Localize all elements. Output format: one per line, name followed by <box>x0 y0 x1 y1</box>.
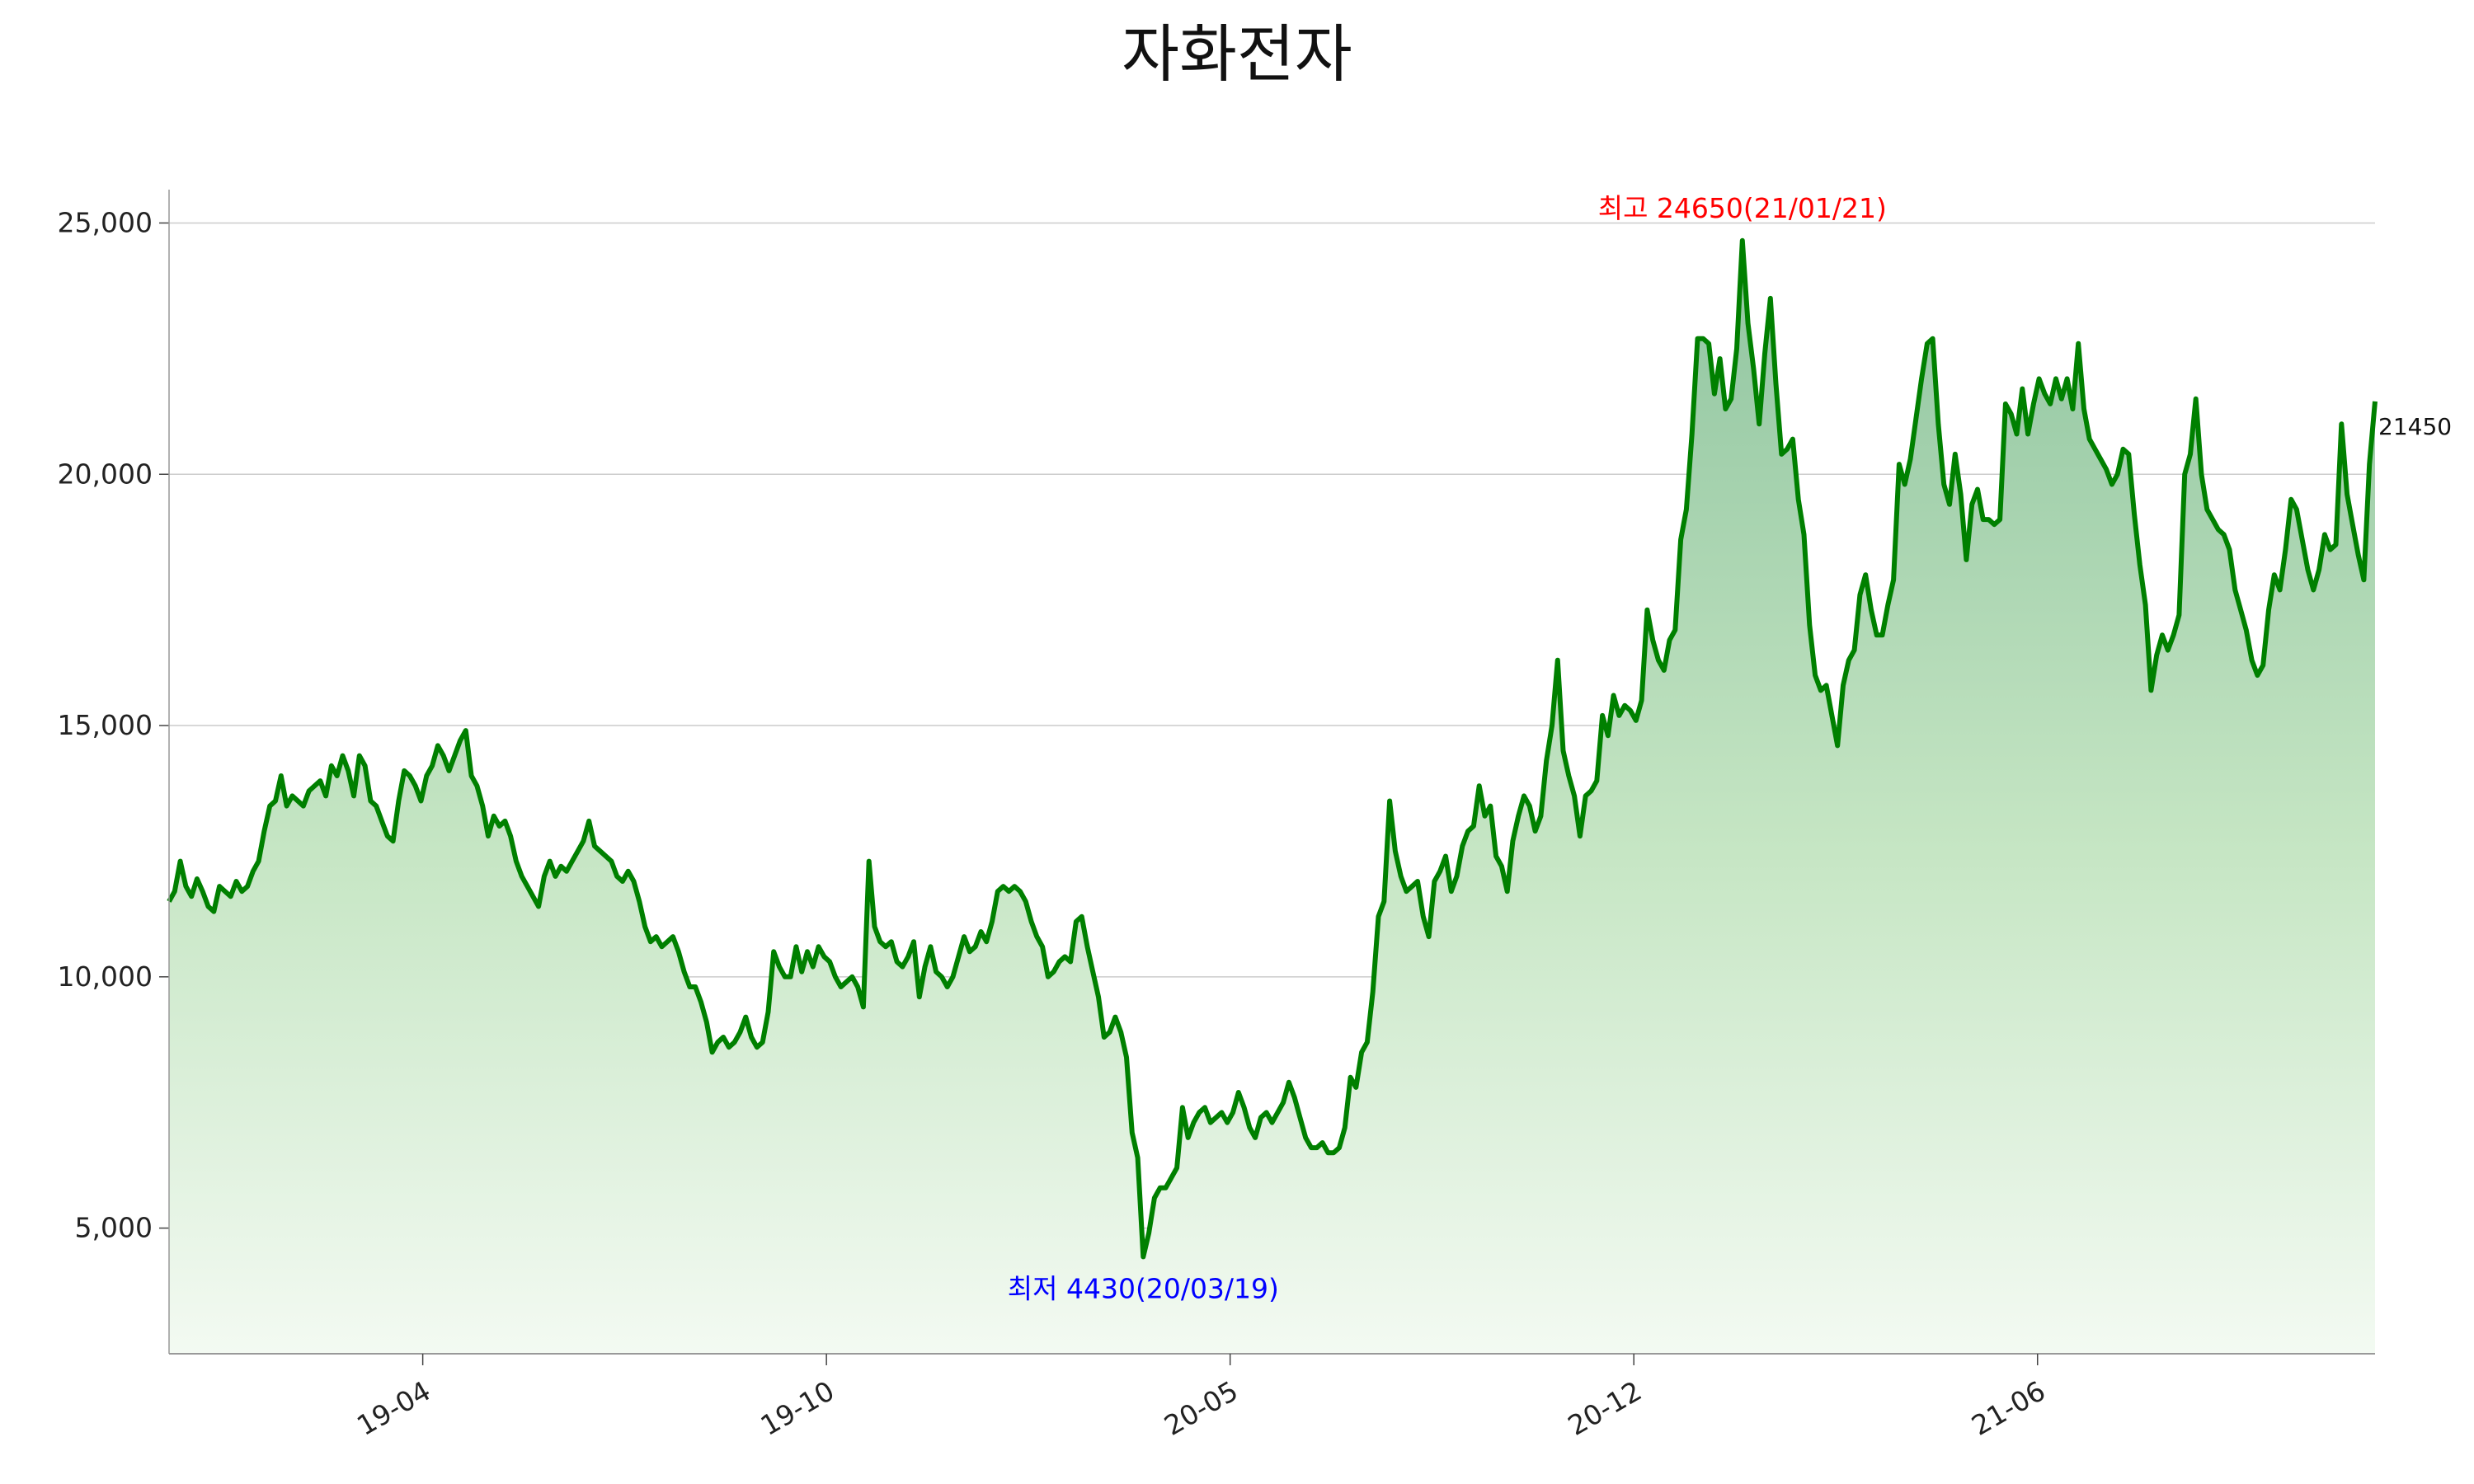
y-tick-label: 10,000 <box>58 960 153 993</box>
y-tick-label: 25,000 <box>58 206 153 238</box>
last-value-label: 21450 <box>2378 413 2452 440</box>
area-layer <box>167 237 2378 1354</box>
x-tick-label: 19-04 <box>351 1374 436 1442</box>
price-line <box>167 237 2378 1260</box>
low-annotation: 최저 4430(20/03/19) <box>1008 1272 1279 1304</box>
x-tick-label: 19-10 <box>755 1374 840 1442</box>
y-tick-label: 15,000 <box>58 709 153 741</box>
area-fill <box>169 240 2375 1354</box>
y-tick-label: 20,000 <box>58 458 153 490</box>
x-tick-label: 21-06 <box>1966 1374 2051 1442</box>
chart-title: 자화전자 <box>1122 17 1352 91</box>
axis-layer <box>168 190 2375 1365</box>
x-tick-label: 20-12 <box>1563 1374 1648 1442</box>
annotations: 최고 24650(21/01/21) 최저 4430(20/03/19) 21450 <box>1008 192 2452 1305</box>
y-tick-label: 5,000 <box>75 1212 153 1244</box>
x-tick-label: 20-05 <box>1159 1374 1244 1442</box>
high-annotation: 최고 24650(21/01/21) <box>1598 192 1887 224</box>
